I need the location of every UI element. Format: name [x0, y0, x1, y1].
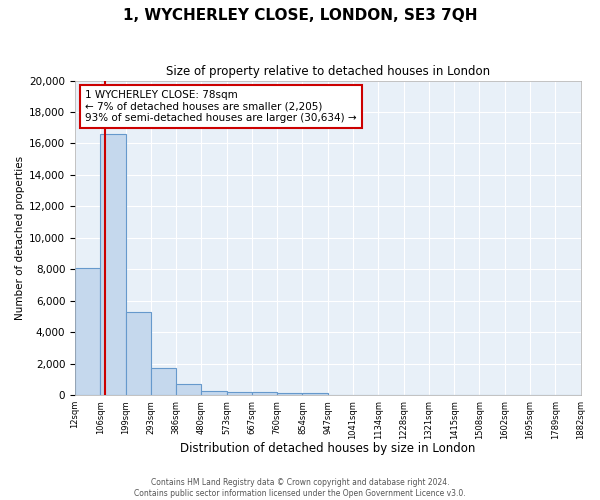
X-axis label: Distribution of detached houses by size in London: Distribution of detached houses by size …	[180, 442, 475, 455]
Text: Contains HM Land Registry data © Crown copyright and database right 2024.
Contai: Contains HM Land Registry data © Crown c…	[134, 478, 466, 498]
Text: 1 WYCHERLEY CLOSE: 78sqm
← 7% of detached houses are smaller (2,205)
93% of semi: 1 WYCHERLEY CLOSE: 78sqm ← 7% of detache…	[85, 90, 357, 123]
Bar	[252, 392, 277, 395]
Bar	[100, 134, 125, 395]
Bar	[125, 312, 151, 395]
Bar	[227, 392, 252, 395]
Bar	[176, 384, 202, 395]
Bar	[277, 392, 302, 395]
Title: Size of property relative to detached houses in London: Size of property relative to detached ho…	[166, 65, 490, 78]
Bar	[302, 393, 328, 395]
Bar	[202, 390, 227, 395]
Bar	[75, 268, 100, 395]
Text: 1, WYCHERLEY CLOSE, LONDON, SE3 7QH: 1, WYCHERLEY CLOSE, LONDON, SE3 7QH	[123, 8, 477, 22]
Bar	[151, 368, 176, 395]
Y-axis label: Number of detached properties: Number of detached properties	[15, 156, 25, 320]
